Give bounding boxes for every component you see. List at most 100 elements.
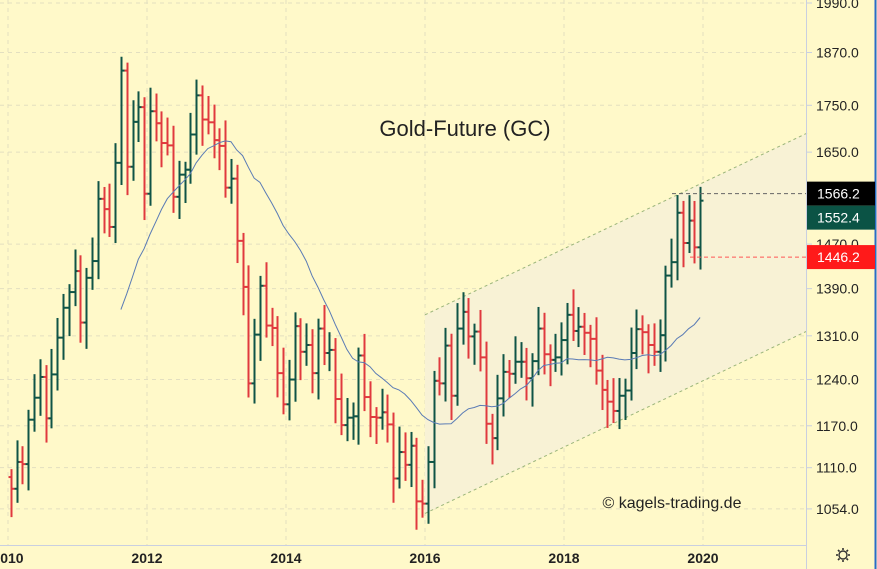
ohlc-bar bbox=[697, 186, 704, 270]
ohlc-bar bbox=[112, 143, 119, 244]
ohlc-bar bbox=[691, 200, 698, 264]
ohlc-bar bbox=[89, 237, 96, 290]
grid bbox=[0, 0, 806, 545]
ohlc-bar bbox=[552, 333, 559, 372]
price-axis[interactable]: 1990.01870.01750.01650.01470.01390.01310… bbox=[806, 0, 859, 517]
ohlc-bar bbox=[240, 232, 247, 316]
ohlc-bar bbox=[263, 262, 270, 338]
ohlc-bar bbox=[211, 104, 218, 159]
x-tick-label: 2010 bbox=[0, 550, 24, 566]
ohlc-bar bbox=[465, 298, 472, 359]
ohlc-bar bbox=[176, 160, 183, 219]
ohlc-bar bbox=[332, 338, 339, 424]
ohlc-bar bbox=[662, 265, 669, 362]
ohlc-bar bbox=[25, 409, 32, 491]
ohlc-bar bbox=[575, 307, 582, 348]
ohlc-bar bbox=[286, 359, 293, 421]
ohlc-bar bbox=[274, 316, 281, 398]
ohlc-bar bbox=[66, 284, 73, 337]
y-tick-label: 1110.0 bbox=[816, 460, 857, 476]
ohlc-bar bbox=[193, 79, 200, 155]
ohlc-bar bbox=[413, 437, 420, 530]
ohlc-bar bbox=[60, 293, 67, 360]
ohlc-bar bbox=[321, 305, 328, 366]
ohlc-bar bbox=[379, 388, 386, 430]
x-tick-label: 2014 bbox=[270, 550, 301, 566]
ohlc-bar bbox=[72, 249, 79, 307]
y-tick-label: 1870.0 bbox=[816, 45, 859, 61]
ohlc-bar bbox=[19, 446, 26, 485]
ohlc-bar bbox=[251, 318, 258, 404]
ohlc-bar bbox=[48, 348, 55, 429]
channel-fill bbox=[425, 133, 808, 514]
time-axis[interactable]: 2010 2012 2014 2016 2018 2020 bbox=[0, 550, 719, 566]
ohlc-bar bbox=[83, 267, 90, 349]
x-tick-label: 2018 bbox=[548, 550, 579, 566]
trend-channel bbox=[424, 132, 808, 514]
ohlc-bar bbox=[199, 85, 206, 146]
ohlc-bar bbox=[124, 62, 131, 196]
ohlc-bar bbox=[622, 378, 629, 420]
price-tags: 1566.2 1552.4 1446.2 bbox=[807, 181, 875, 270]
ohlc-bar bbox=[651, 323, 658, 366]
ohlc-bar bbox=[205, 95, 212, 135]
ohlc-bar bbox=[506, 360, 513, 399]
ohlc-bar bbox=[668, 238, 675, 288]
ohlc-bar bbox=[529, 353, 536, 407]
ohlc-bar bbox=[8, 469, 15, 518]
ohlc-bar bbox=[153, 93, 160, 142]
ohlc-bar bbox=[442, 327, 449, 402]
price-bars bbox=[8, 56, 704, 530]
y-tick-label: 1750.0 bbox=[816, 97, 859, 113]
ohlc-bar bbox=[54, 317, 61, 391]
x-tick-label: 2016 bbox=[409, 550, 440, 566]
y-tick-label: 1650.0 bbox=[816, 144, 859, 160]
ohlc-bar bbox=[303, 323, 310, 366]
ohlc-bar bbox=[309, 329, 316, 394]
ohlc-bar bbox=[373, 407, 380, 444]
ohlc-bar bbox=[182, 161, 189, 204]
ohlc-bar bbox=[350, 402, 357, 440]
ohlc-bar bbox=[355, 347, 362, 445]
ohlc-bar bbox=[523, 347, 530, 401]
ohlc-bar bbox=[483, 341, 490, 444]
ohlc-bar bbox=[158, 111, 165, 168]
ohlc-bar bbox=[558, 322, 565, 376]
price-tag-bg bbox=[807, 181, 875, 206]
moving-average-line bbox=[120, 140, 701, 425]
price-tag-label: 1552.4 bbox=[817, 210, 860, 226]
ohlc-bar bbox=[245, 265, 252, 398]
price-tag-bg bbox=[807, 245, 875, 270]
ohlc-bar bbox=[471, 323, 478, 365]
ohlc-bar bbox=[147, 87, 154, 206]
ohlc-bar bbox=[581, 312, 588, 355]
x-tick-label: 2020 bbox=[687, 550, 718, 566]
ohlc-bar bbox=[344, 398, 351, 442]
ohlc-bar bbox=[454, 303, 461, 406]
ohlc-bar bbox=[384, 394, 391, 443]
ohlc-bar bbox=[645, 324, 652, 374]
ohlc-bar bbox=[604, 379, 611, 428]
channel-lower-line bbox=[424, 330, 808, 514]
y-tick-label: 1170.0 bbox=[816, 418, 858, 434]
ohlc-bar bbox=[390, 412, 397, 503]
settings-gear-icon[interactable] bbox=[836, 548, 850, 562]
ohlc-bar bbox=[633, 309, 640, 370]
ohlc-bar bbox=[43, 365, 50, 443]
ohlc-bar bbox=[234, 164, 241, 264]
ohlc-bar bbox=[216, 128, 223, 171]
y-tick-label: 1054.0 bbox=[816, 501, 859, 517]
ohlc-bar bbox=[512, 336, 519, 384]
ohlc-bar bbox=[500, 354, 507, 417]
ohlc-bar bbox=[14, 440, 21, 503]
ohlc-bar bbox=[77, 255, 84, 343]
ohlc-bar bbox=[187, 112, 194, 184]
ohlc-bar bbox=[257, 275, 264, 361]
y-tick-label: 1990.0 bbox=[816, 0, 859, 11]
ohlc-bar bbox=[361, 333, 368, 412]
ohlc-bar bbox=[326, 332, 333, 372]
ohlc-bar bbox=[494, 374, 501, 451]
ohlc-bar bbox=[610, 378, 617, 423]
price-lines bbox=[672, 193, 806, 258]
ohlc-bar bbox=[31, 374, 38, 432]
